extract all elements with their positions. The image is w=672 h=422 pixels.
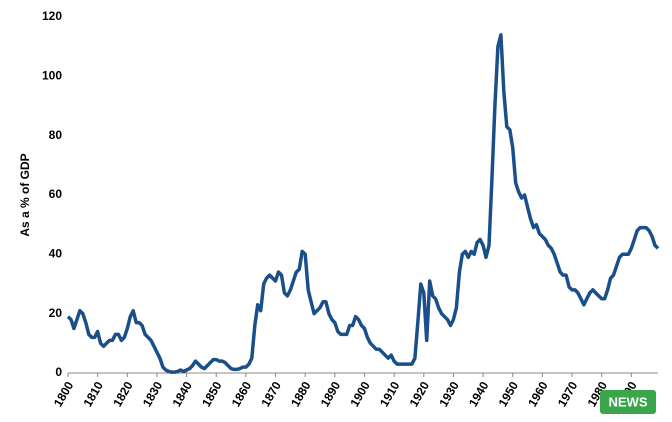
x-tick-label: 1930 bbox=[436, 379, 462, 409]
x-tick-label: 1800 bbox=[51, 379, 77, 409]
x-tick-label: 1940 bbox=[466, 379, 492, 409]
x-tick-label: 1840 bbox=[169, 379, 195, 409]
y-axis-label: As a % of GDP bbox=[18, 153, 32, 236]
x-tick-label: 1920 bbox=[407, 379, 433, 409]
x-tick-label: 1850 bbox=[199, 379, 225, 409]
y-tick-label: 80 bbox=[49, 128, 63, 142]
x-tick-label: 1810 bbox=[81, 379, 107, 409]
y-tick-label: 0 bbox=[55, 365, 62, 379]
x-tick-label: 1830 bbox=[140, 379, 166, 409]
x-tick-label: 1970 bbox=[555, 379, 581, 409]
logo-text: NEWS bbox=[609, 394, 648, 409]
x-tick-label: 1880 bbox=[288, 379, 314, 409]
x-tick-label: 1870 bbox=[258, 379, 284, 409]
y-tick-label: 20 bbox=[49, 306, 63, 320]
data-line bbox=[66, 33, 660, 374]
y-tick-label: 60 bbox=[49, 187, 63, 201]
watermark-logo: NEWS bbox=[600, 390, 656, 414]
x-tick-label: 1950 bbox=[496, 379, 522, 409]
x-tick-label: 1860 bbox=[229, 379, 255, 409]
x-tick-label: 1820 bbox=[110, 379, 136, 409]
x-tick-label: 1910 bbox=[377, 379, 403, 409]
x-tick-label: 1890 bbox=[318, 379, 344, 409]
logo-box bbox=[600, 390, 656, 414]
x-tick-label: 1900 bbox=[347, 379, 373, 409]
y-tick-label: 120 bbox=[42, 9, 62, 23]
x-tick-label: 1960 bbox=[525, 379, 551, 409]
y-tick-label: 40 bbox=[49, 247, 63, 261]
y-tick-label: 100 bbox=[42, 69, 62, 83]
